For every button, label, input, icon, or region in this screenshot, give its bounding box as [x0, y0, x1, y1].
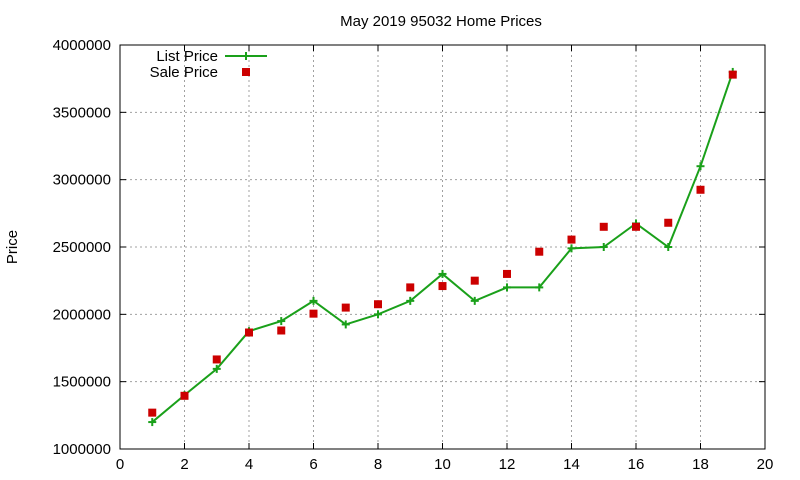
x-tick-label: 14 [563, 456, 580, 473]
chart-title: May 2019 95032 Home Prices [340, 13, 542, 30]
y-axis-label: Price [4, 230, 21, 264]
sale-price-point [180, 391, 189, 400]
sale-price-point [470, 276, 479, 285]
x-tick-label: 10 [434, 456, 451, 473]
x-tick-label: 16 [628, 456, 645, 473]
sale-price-point [567, 235, 576, 244]
sale-price-point [438, 282, 447, 291]
x-tick-label: 8 [374, 456, 382, 473]
series-layer [148, 67, 737, 427]
list-price-point [599, 243, 608, 251]
list-price-point [406, 296, 415, 305]
sale-price-point [406, 283, 415, 292]
sale-price-point [535, 247, 544, 256]
sale-price-point [148, 408, 157, 417]
sale-price-point [277, 326, 286, 335]
y-tick-label: 1000000 [53, 441, 111, 458]
sale-price-point [599, 222, 608, 231]
x-tick-label: 12 [499, 456, 516, 473]
sale-price-point [309, 309, 318, 318]
list-price-point [341, 320, 350, 329]
series-1 [148, 70, 737, 417]
y-tick-label: 3000000 [53, 172, 111, 189]
x-tick-label: 18 [692, 456, 709, 473]
x-tick-label: 6 [309, 456, 317, 473]
sale-price-point [245, 328, 253, 337]
y-tick-label: 1500000 [53, 374, 111, 391]
sale-price-point [374, 300, 382, 309]
list-price-point [148, 418, 157, 427]
list-price-point [374, 310, 382, 319]
plot-frame [119, 44, 766, 450]
list-price-point [212, 364, 221, 373]
sale-price-point [632, 222, 640, 231]
x-tick-label: 0 [116, 456, 124, 473]
list-price-point [535, 283, 544, 292]
y-tick-label: 2500000 [53, 239, 111, 256]
sale-price-point [503, 269, 511, 278]
legend-label: List Price [156, 48, 218, 65]
sale-price-point [341, 303, 350, 312]
list-price-point [696, 162, 705, 171]
y-tick-label: 4000000 [53, 37, 111, 54]
list-price-point [470, 296, 479, 305]
list-price-point [567, 244, 576, 253]
x-tick-label: 20 [757, 456, 774, 473]
list-price-point [438, 269, 447, 278]
sale-price-point [664, 218, 673, 227]
list-price-point [309, 296, 318, 305]
sale-price-point [212, 355, 221, 364]
x-tick-label: 2 [180, 456, 188, 473]
legend-plus-marker [242, 52, 250, 60]
legend-label: Sale Price [150, 64, 218, 81]
legend-square-marker [242, 68, 250, 76]
list-price-point [664, 243, 673, 251]
list-price-point [277, 317, 286, 326]
y-tick-label: 2000000 [53, 306, 111, 323]
sale-price-point [728, 70, 737, 79]
y-tick-label: 3500000 [53, 104, 111, 121]
x-tick-label: 4 [245, 456, 253, 473]
list-price-point [503, 283, 511, 292]
sale-price-point [696, 185, 705, 194]
axis-ticks: 0 2 4 6 8 10 12 14 16 18 20 1000000 1500000 2000000 25… [53, 37, 774, 473]
